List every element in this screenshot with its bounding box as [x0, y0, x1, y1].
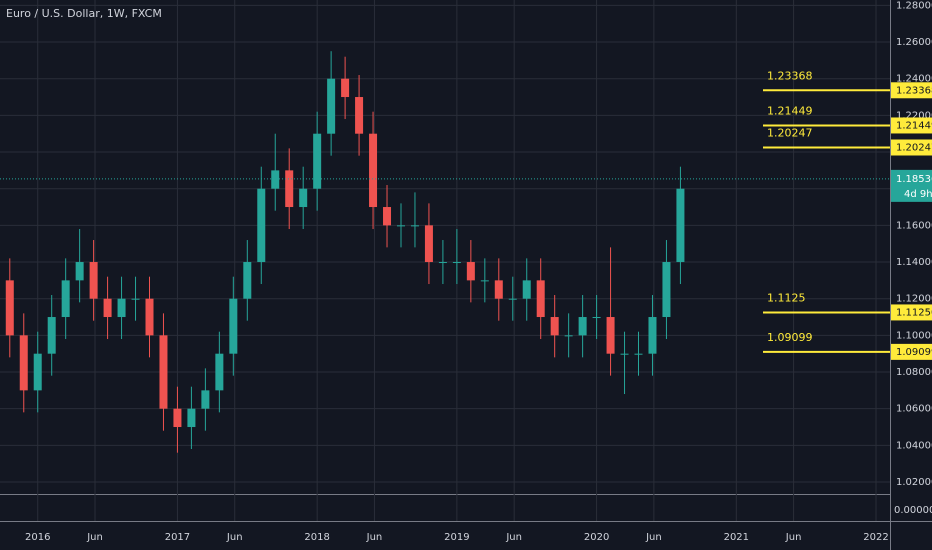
- candle-body: [33, 353, 42, 391]
- x-tick-label: Jun: [645, 532, 662, 543]
- candle-body: [494, 280, 503, 299]
- x-tick-label: Jun: [366, 532, 383, 543]
- y-tick-label: 1.26000: [896, 37, 932, 48]
- candle-body: [229, 298, 238, 354]
- candle-body: [159, 335, 168, 409]
- candle-body: [89, 262, 98, 299]
- level-label: 1.1125: [767, 291, 806, 304]
- candle-body: [271, 170, 280, 189]
- level-axis-box: [891, 82, 932, 99]
- level-axis-label: 1.11250: [896, 307, 932, 318]
- y-tick-label: 1.24000: [896, 74, 932, 85]
- y-tick-label: 1.06000: [896, 404, 932, 415]
- y-tick-label: 1.14000: [896, 257, 932, 268]
- candle-body: [201, 390, 210, 409]
- current-price-box: [891, 169, 932, 202]
- level-axis-label: 1.20247: [896, 143, 932, 154]
- candle-body: [410, 225, 419, 227]
- level-label: 1.23368: [767, 69, 813, 82]
- candle-body: [550, 317, 559, 336]
- x-tick-label: Jun: [226, 532, 243, 543]
- candle-body: [145, 298, 154, 336]
- candle-body: [383, 207, 392, 226]
- x-tick-label: 2017: [165, 532, 190, 543]
- candle-body: [522, 280, 531, 299]
- candle-body: [75, 262, 84, 281]
- candle-body: [19, 335, 28, 391]
- level-axis-box: [891, 117, 932, 134]
- chart-title: Euro / U.S. Dollar, 1W, FXCM: [6, 7, 162, 20]
- x-tick-label: Jun: [785, 532, 802, 543]
- candle-body: [452, 262, 461, 264]
- candle-body: [606, 317, 615, 354]
- candle-body: [396, 225, 405, 227]
- candle-body: [592, 317, 601, 319]
- candle-body: [564, 335, 573, 337]
- candle-body: [61, 280, 70, 318]
- level-axis-box: [891, 304, 932, 321]
- level-axis-label: 1.09099: [896, 347, 932, 358]
- candle-body: [327, 78, 336, 134]
- level-label: 1.09099: [767, 331, 813, 344]
- candle-body: [299, 188, 308, 208]
- candle-body: [620, 353, 629, 355]
- candle-body: [5, 280, 14, 336]
- x-tick-label: 2018: [304, 532, 329, 543]
- candle-body: [634, 353, 643, 355]
- candle-body: [480, 280, 489, 282]
- candle-body: [173, 408, 182, 428]
- y-tick-label: 1.08000: [896, 367, 932, 378]
- y-tick-label: 1.10000: [896, 330, 932, 341]
- y-tick-label: 1.02000: [896, 477, 932, 488]
- y-tick-label: 1.22000: [896, 110, 932, 121]
- level-axis-box: [891, 139, 932, 156]
- y-tick-label: 1.12000: [896, 294, 932, 305]
- candle-body: [117, 298, 126, 318]
- candle-body: [466, 262, 475, 281]
- candle-body: [243, 262, 252, 299]
- candle-body: [662, 262, 671, 318]
- y-tick-label: 1.16000: [896, 220, 932, 231]
- level-axis-box: [891, 343, 932, 360]
- candle-body: [424, 225, 433, 263]
- candle-body: [313, 133, 322, 189]
- candle-body: [648, 317, 657, 354]
- candle-body: [257, 188, 266, 263]
- x-tick-label: 2020: [584, 532, 609, 543]
- candle-body: [508, 298, 517, 300]
- candle-body: [355, 97, 364, 134]
- candle-body: [341, 78, 350, 98]
- candle-body: [131, 298, 140, 300]
- current-price-label: 1.18536: [896, 174, 932, 185]
- candle-body: [438, 262, 447, 264]
- level-label: 1.20247: [767, 127, 813, 140]
- candle-body: [578, 317, 587, 336]
- y-tick-label: 1.04000: [896, 440, 932, 451]
- candle-body: [676, 188, 685, 263]
- level-axis-label: 1.23368: [896, 85, 932, 96]
- countdown-label: 4d 9h: [904, 189, 932, 200]
- candle-body: [47, 317, 56, 354]
- x-tick-label: Jun: [505, 532, 522, 543]
- level-axis-label: 1.21449: [896, 120, 932, 131]
- candle-body: [369, 133, 378, 208]
- x-tick-label: 2022: [863, 532, 888, 543]
- x-tick-label: Jun: [86, 532, 103, 543]
- level-label: 1.21449: [767, 104, 813, 117]
- y-tick-label: 1.28000: [896, 0, 932, 11]
- candle-body: [536, 280, 545, 318]
- candle-body: [103, 298, 112, 318]
- candle-body: [285, 170, 294, 208]
- lower-pane-tick: 0.00000: [894, 505, 932, 516]
- x-tick-label: 2021: [724, 532, 749, 543]
- x-tick-label: 2019: [444, 532, 469, 543]
- x-tick-label: 2016: [25, 532, 50, 543]
- candle-body: [187, 408, 196, 428]
- candle-body: [215, 353, 224, 391]
